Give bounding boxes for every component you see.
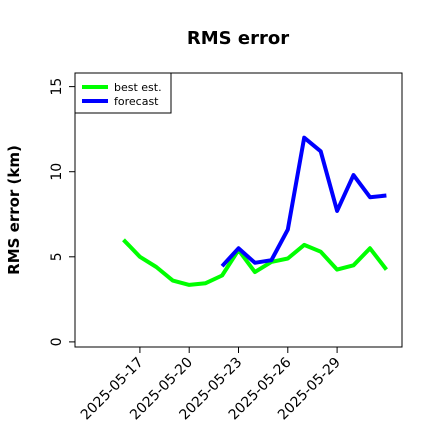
y-tick-label: 15 (49, 78, 65, 96)
series-lines (122, 135, 388, 287)
legend-box (74, 72, 172, 114)
series-line-forecast (220, 135, 387, 268)
y-tick-label: 5 (49, 252, 65, 261)
y-axis-label: RMS error (km) (5, 145, 23, 275)
legend-label-best-est: best est. (114, 81, 162, 94)
plot-area (74, 72, 403, 348)
series-line-best-est (122, 238, 388, 287)
y-tick-label: 10 (49, 163, 65, 181)
chart-title: RMS error (187, 28, 289, 49)
y-tick-label: 0 (49, 337, 65, 346)
legend: best est. forecast (74, 72, 172, 114)
legend-label-forecast: forecast (114, 95, 159, 108)
